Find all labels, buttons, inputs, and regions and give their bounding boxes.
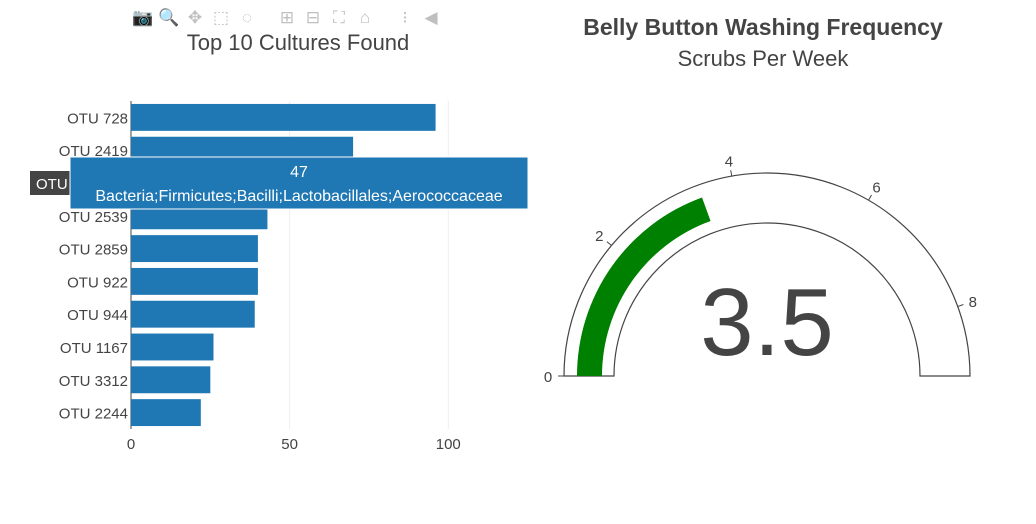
gauge-tick-label: 6 [872, 179, 880, 196]
gauge-tick [868, 194, 872, 201]
gauge-tick [957, 304, 964, 308]
camera-icon[interactable]: 📷 [132, 7, 154, 27]
gauge-value-bar[interactable] [577, 197, 711, 376]
gauge-title: Belly Button Washing Frequency [583, 14, 943, 40]
gauge-tick-label: 4 [725, 153, 733, 170]
gauge-tick [730, 170, 733, 177]
y-tick-label: OTU 1167 [60, 340, 128, 357]
bar-otu-3312[interactable] [131, 366, 211, 394]
bar-otu-2244[interactable] [131, 399, 201, 427]
y-tick-label: OTU 3312 [59, 373, 128, 390]
gauge-tick-label: 8 [969, 294, 977, 311]
modebar-toolbar: 📷 🔍 ✥ ⬚ ◌ ⊞ ⊟ ⛶ ⌂ ⁝ ◀ [132, 5, 442, 29]
hover-text: Bacteria;Firmicutes;Bacilli;Lactobacilla… [95, 188, 502, 205]
lasso-select-icon[interactable]: ◌ [241, 7, 253, 27]
gauge-tick [606, 241, 612, 246]
zoom-out-icon[interactable]: ⊟ [305, 7, 321, 27]
gauge-subtitle: Scrubs Per Week [678, 46, 850, 71]
y-tick-label: OTU 944 [67, 307, 128, 324]
gauge-chart[interactable]: Belly Button Washing Frequency Scrubs Pe… [530, 0, 1036, 519]
spike-lines-icon[interactable]: ⁝ [402, 7, 408, 27]
pan-icon[interactable]: ✥ [187, 7, 203, 27]
x-tick-label: 100 [436, 436, 461, 453]
gauge-tick-label: 2 [595, 228, 603, 245]
gauge-value-number: 3.5 [700, 269, 833, 376]
box-select-icon[interactable]: ⬚ [212, 7, 230, 27]
y-tick-label: OTU 922 [67, 274, 128, 291]
hover-value: 47 [290, 164, 308, 181]
y-tick-label: OTU 2859 [59, 242, 128, 259]
bar-otu-922[interactable] [131, 267, 258, 295]
bar-otu-2859[interactable] [131, 235, 258, 263]
x-tick-label: 50 [281, 436, 298, 453]
x-tick-label: 0 [127, 436, 135, 453]
bar-chart[interactable]: Top 10 Cultures Found OTU 728 OTU 2419 OTU… [0, 0, 530, 519]
gauge-tick-label: 0 [544, 369, 552, 386]
bar-otu-1167[interactable] [131, 333, 214, 361]
hover-closest-icon[interactable]: ◀ [424, 7, 438, 27]
y-tick-label: OTU 728 [67, 110, 128, 127]
y-tick-label: OTU 2539 [59, 209, 128, 226]
zoom-in-icon[interactable]: ⊞ [279, 7, 295, 27]
zoom-icon[interactable]: 🔍 [158, 7, 180, 27]
bar-chart-panel: Top 10 Cultures Found OTU 728 OTU 2419 OTU… [0, 0, 530, 519]
gauge-chart-panel: Belly Button Washing Frequency Scrubs Pe… [530, 0, 1036, 519]
reset-axes-icon[interactable]: ⌂ [359, 7, 371, 27]
hover-axis-label-box [30, 171, 72, 195]
hover-tooltip [69, 156, 529, 210]
y-tick-label: OTU 2244 [59, 406, 128, 423]
autoscale-icon[interactable]: ⛶ [333, 7, 345, 27]
bar-chart-title: Top 10 Cultures Found [187, 30, 410, 55]
bar-otu-728[interactable] [131, 103, 436, 131]
bar-otu-944[interactable] [131, 300, 255, 328]
y-tick-label: OTU 2419 [59, 143, 128, 160]
